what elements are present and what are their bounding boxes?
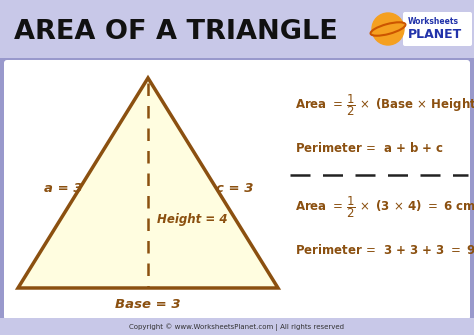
Text: Area $=\,\dfrac{1}{2}\,\times$ (Base $\times$ Height): Area $=\,\dfrac{1}{2}\,\times$ (Base $\t… [295, 92, 474, 118]
Text: c = 3: c = 3 [216, 182, 254, 195]
FancyBboxPatch shape [0, 318, 474, 335]
FancyBboxPatch shape [403, 12, 472, 46]
Text: Area $=\,\dfrac{1}{2}\,\times$ (3 $\times$ 4) $=$ 6 cm$^2$: Area $=\,\dfrac{1}{2}\,\times$ (3 $\time… [295, 194, 474, 220]
Circle shape [372, 13, 404, 45]
FancyBboxPatch shape [4, 60, 470, 320]
Text: PLANET: PLANET [408, 28, 462, 42]
Text: Perimeter$\,=\,$ a + b + c: Perimeter$\,=\,$ a + b + c [295, 141, 444, 155]
Text: a = 3: a = 3 [44, 182, 82, 195]
Text: Worksheets: Worksheets [408, 17, 459, 26]
Polygon shape [18, 78, 278, 288]
Text: Copyright © www.WorksheetsPlanet.com | All rights reserved: Copyright © www.WorksheetsPlanet.com | A… [129, 323, 345, 331]
FancyBboxPatch shape [0, 0, 474, 58]
Text: Base = 3: Base = 3 [115, 298, 181, 312]
Text: AREA OF A TRIANGLE: AREA OF A TRIANGLE [14, 19, 338, 45]
Text: Perimeter$\,=\,$ 3 + 3 + 3 $=$ 9 cm: Perimeter$\,=\,$ 3 + 3 + 3 $=$ 9 cm [295, 243, 474, 257]
Text: Height = 4: Height = 4 [157, 213, 228, 226]
